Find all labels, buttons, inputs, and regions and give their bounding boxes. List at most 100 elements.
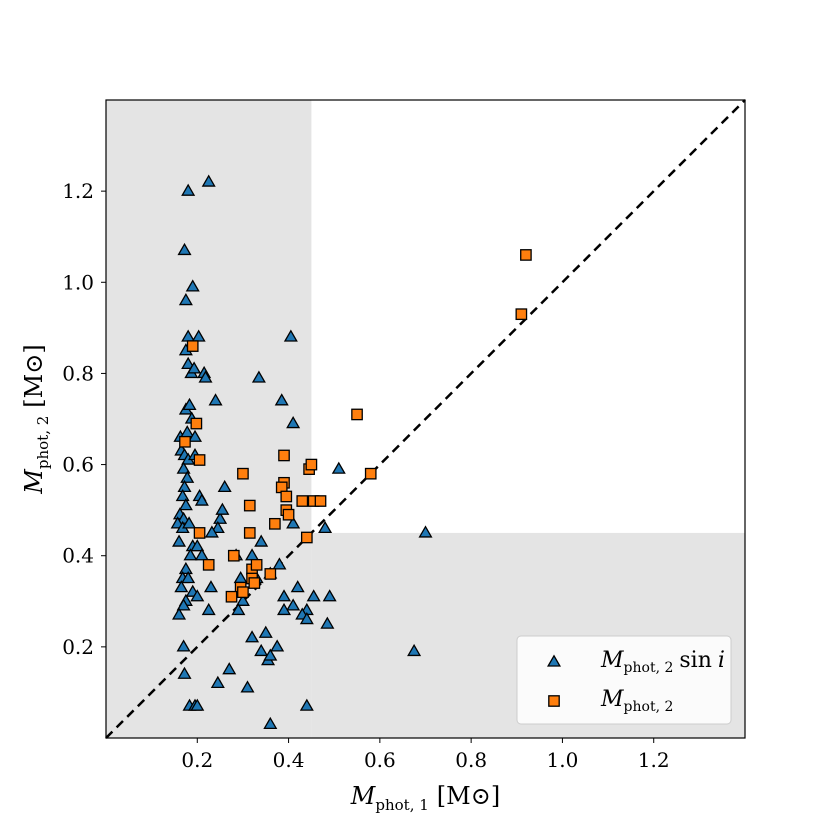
data-point-square — [225, 590, 238, 603]
data-point-triangle — [176, 461, 191, 474]
y-tick-label: 0.2 — [62, 635, 94, 659]
legend-label-sin-i: Mphot, 2 sin i — [600, 648, 725, 676]
data-point-square — [264, 568, 277, 580]
data-point-triangle — [172, 534, 187, 547]
data-point-triangle — [283, 329, 298, 342]
data-point-triangle — [290, 580, 305, 593]
data-point-triangle — [183, 548, 198, 561]
data-point-triangle — [231, 602, 246, 616]
data-point-triangle — [318, 520, 333, 534]
data-point-triangle — [407, 643, 422, 657]
data-point-triangle — [172, 607, 187, 620]
data-point-triangle — [185, 279, 200, 292]
y-tick-label: 0.4 — [62, 544, 94, 568]
legend: Mphot, 2 sin i Mphot, 2 — [516, 635, 732, 725]
x-tick-label: 0.6 — [364, 748, 396, 772]
data-point-triangle — [201, 174, 216, 187]
data-point-square — [193, 527, 206, 539]
data-point-square — [314, 495, 327, 507]
data-point-triangle — [210, 520, 225, 534]
data-point-triangle — [177, 242, 192, 256]
data-point-triangle — [178, 498, 193, 511]
data-point-triangle — [181, 570, 196, 584]
data-point-triangle — [274, 393, 289, 406]
data-point-triangle — [263, 648, 278, 661]
y-tick-label: 1.0 — [62, 270, 94, 294]
legend-box — [516, 635, 732, 725]
data-point-triangle — [176, 598, 191, 611]
data-point-triangle — [254, 534, 269, 547]
data-point-triangle — [276, 589, 292, 602]
one-to-one-dashed-line — [105, 99, 746, 739]
data-point-square — [269, 517, 281, 530]
data-point-triangle — [245, 630, 260, 643]
data-point-triangle — [181, 356, 196, 369]
data-point-triangle — [272, 557, 287, 570]
data-point-triangle — [181, 183, 196, 196]
data-point-triangle — [182, 397, 197, 411]
data-point-triangle — [180, 470, 195, 483]
data-point-square — [237, 586, 249, 599]
data-point-triangle — [177, 666, 192, 679]
data-point-triangle — [174, 580, 189, 593]
data-point-triangle — [194, 548, 209, 561]
data-point-triangle — [208, 393, 223, 406]
x-tick-label: 1.0 — [547, 748, 579, 772]
data-point-triangle — [276, 602, 292, 616]
data-point-triangle — [190, 698, 205, 711]
data-point-square — [364, 467, 377, 480]
data-point-triangle — [182, 516, 197, 529]
axis-ticks: 0.2 0.4 0.6 0.8 1.0 1.2 0.2 0.4 0.6 0.8 1.0 1.2 — [62, 179, 669, 772]
data-point-triangle — [322, 589, 337, 602]
data-point-triangle — [254, 643, 269, 657]
data-point-square — [278, 449, 290, 462]
y-tick-label: 0.8 — [62, 361, 94, 385]
x-tick-label: 1.2 — [638, 748, 670, 772]
legend-marker-triangle-icon — [546, 654, 562, 667]
data-point-square — [248, 577, 261, 589]
x-axis-label: Mphot, 1 [M⊙] — [350, 782, 500, 814]
y-axis-label: Mphot, 2[M⊙] — [20, 344, 52, 494]
series-mphot2 — [179, 249, 532, 603]
data-point-square — [237, 467, 249, 480]
data-point-square — [282, 508, 295, 521]
data-point-square — [515, 308, 528, 321]
plot-frame — [105, 99, 746, 739]
data-point-triangle — [177, 479, 192, 493]
data-point-triangle — [251, 370, 266, 383]
data-point-triangle — [203, 580, 218, 593]
data-point-triangle — [190, 539, 205, 552]
data-point-triangle — [270, 639, 285, 652]
x-tick-label: 0.4 — [273, 748, 305, 772]
data-point-triangle — [258, 625, 273, 638]
reference-line-group — [105, 99, 746, 739]
data-point-triangle — [320, 616, 335, 629]
data-point-triangle — [217, 479, 232, 493]
data-point-triangle — [187, 361, 202, 374]
data-point-square — [300, 531, 313, 544]
legend-triangle-icon — [546, 654, 562, 667]
data-point-square — [243, 499, 256, 512]
data-point-triangle — [201, 602, 216, 616]
legend-label-mphot2: Mphot, 2 — [600, 687, 673, 715]
data-point-square — [243, 527, 256, 539]
data-point-square — [296, 495, 309, 507]
x-tick-label: 0.2 — [181, 748, 213, 772]
data-point-triangle — [299, 698, 314, 711]
data-point-square — [179, 435, 191, 448]
data-point-triangle — [194, 493, 209, 506]
data-point-triangle — [215, 502, 230, 515]
data-point-triangle — [190, 589, 205, 602]
data-point-triangle — [175, 488, 190, 502]
data-point-square — [280, 490, 293, 503]
data-point-square — [190, 417, 203, 430]
y-tick-label: 0.6 — [62, 453, 94, 477]
legend-marker-square-icon — [548, 695, 560, 707]
shaded-region-0 — [106, 100, 312, 738]
data-point-triangle — [235, 593, 250, 606]
data-point-triangle — [213, 511, 228, 524]
data-point-triangle — [191, 329, 206, 342]
data-point-triangle — [210, 675, 225, 688]
data-point-square — [520, 249, 532, 261]
data-point-triangle — [263, 716, 278, 730]
